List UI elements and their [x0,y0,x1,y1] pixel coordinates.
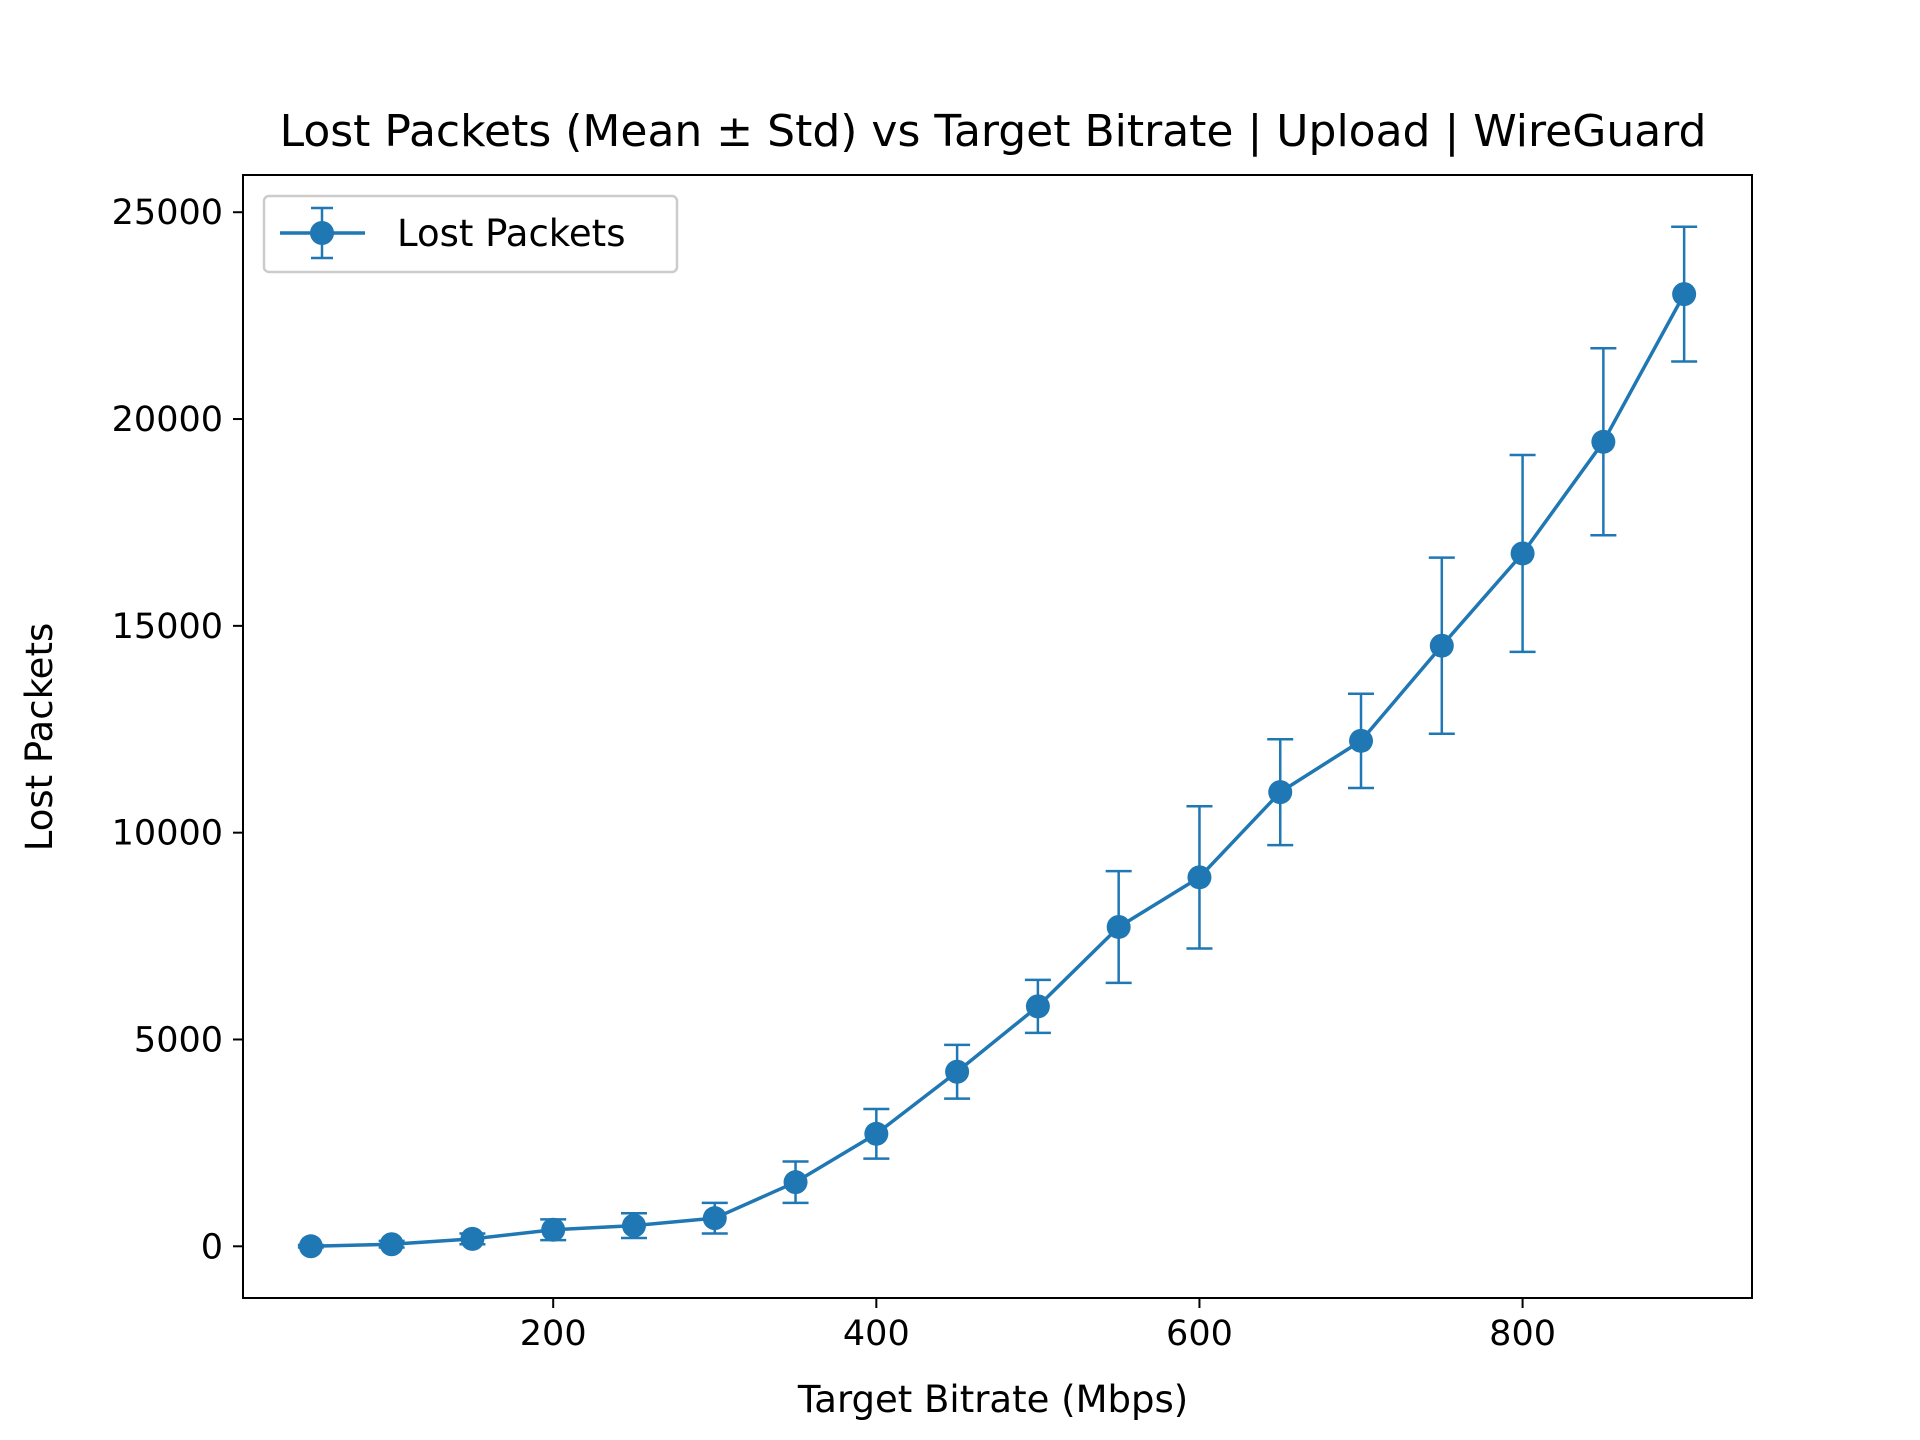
y-axis-label: Lost Packets [18,623,61,851]
data-point [298,1234,323,1259]
data-point [702,1206,727,1231]
data-point [1106,914,1131,939]
data-point [1025,994,1050,1019]
data-point [1187,865,1212,890]
data-point [1672,282,1697,307]
y-tick-label: 0 [201,1227,223,1267]
plot-area [297,225,1698,1259]
axes: 200 400 600 800 0 5000 10000 15000 20000 25000 [112,174,1753,1354]
plot-frame [242,174,1753,1299]
data-point [945,1059,970,1084]
legend: Lost Packets [262,194,679,274]
data-point [460,1226,485,1251]
data-point [1510,541,1535,566]
x-tick-label: 800 [1489,1314,1556,1354]
data-point [1591,429,1616,454]
data-point [1268,780,1293,805]
data-point [541,1217,566,1242]
data-point [1349,728,1374,753]
y-tick-label: 20000 [112,400,223,440]
x-tick-label: 200 [520,1314,587,1354]
data-point [864,1121,889,1146]
x-tick-label: 600 [1166,1314,1233,1354]
x-tick-label: 400 [843,1314,910,1354]
y-tick-label: 15000 [112,607,223,647]
y-tick-label: 5000 [134,1020,223,1060]
data-point [1429,633,1454,658]
legend-marker [310,221,334,245]
x-axis-label: Target Bitrate (Mbps) [797,1378,1188,1421]
chart-title: Lost Packets (Mean ± Std) vs Target Bitr… [280,106,1707,157]
legend-frame [262,194,679,274]
data-point [621,1213,646,1238]
y-tick-label: 25000 [112,193,223,233]
legend-label: Lost Packets [397,212,625,255]
y-tick-label: 10000 [112,814,223,854]
series-line [310,293,1686,1249]
data-point [379,1232,404,1257]
data-point [783,1170,808,1195]
